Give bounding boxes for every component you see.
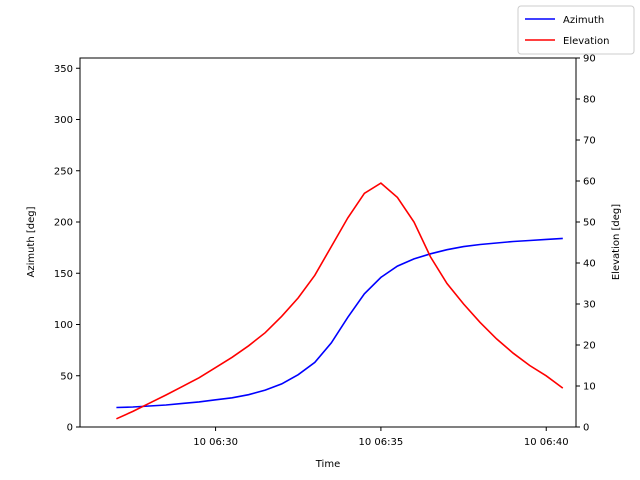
x-tick-label: 10 06:30	[193, 437, 238, 448]
series-line-azimuth	[116, 237, 563, 409]
plot-area	[116, 182, 564, 420]
y-tick-label-left: 350	[54, 64, 73, 75]
y-tick-label-left: 100	[54, 320, 73, 331]
x-tick-label: 10 06:40	[524, 437, 569, 448]
y-axis-label-right: Elevation [deg]	[611, 204, 622, 280]
series-line-elevation	[116, 182, 564, 420]
y-tick-label-right: 80	[583, 95, 596, 106]
legend-label-elevation: Elevation	[563, 36, 609, 47]
y-axis-label-left: Azimuth [deg]	[26, 206, 37, 277]
y-tick-label-right: 10	[583, 382, 596, 393]
y-tick-label-left: 150	[54, 269, 73, 280]
y-tick-label-left: 200	[54, 218, 73, 229]
y-tick-label-left: 300	[54, 115, 73, 126]
y-tick-label-right: 40	[583, 259, 596, 270]
y-tick-label-right: 30	[583, 300, 596, 311]
y-tick-label-left: 250	[54, 166, 73, 177]
y-tick-label-right: 60	[583, 177, 596, 188]
y-tick-label-right: 50	[583, 218, 596, 229]
plot-frame	[79, 57, 577, 428]
ticks: 0 50 100 150 200 250 300 350 0 10 20 30 40 50 60 70 80 90…	[54, 54, 596, 449]
y-tick-label-right: 90	[583, 54, 596, 65]
y-tick-label-right: 20	[583, 341, 596, 352]
y-tick-label-left: 0	[67, 423, 73, 434]
y-tick-label-right: 70	[583, 136, 596, 147]
legend-label-azimuth: Azimuth	[563, 15, 604, 26]
x-tick-label: 10 06:35	[359, 437, 404, 448]
x-axis-label: Time	[315, 459, 340, 470]
y-tick-label-right: 0	[583, 423, 589, 434]
legend: Azimuth Elevation	[517, 5, 635, 55]
legend-box	[517, 5, 635, 55]
y-tick-label-left: 50	[60, 371, 73, 382]
